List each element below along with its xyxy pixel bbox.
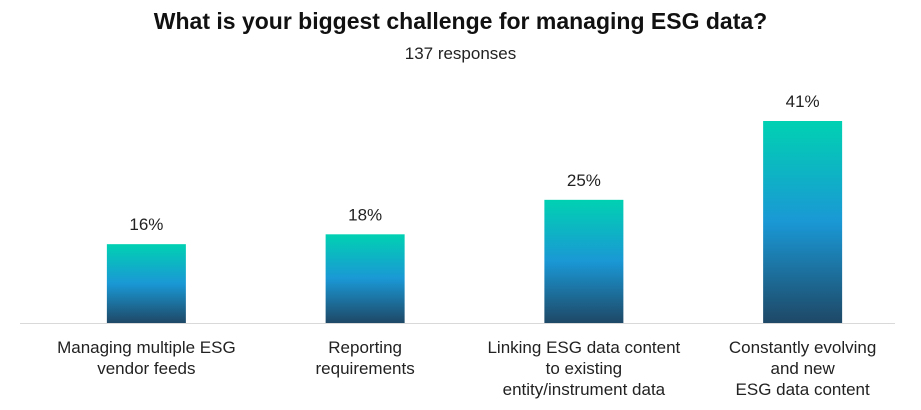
bar-value-label-2: 25%: [567, 171, 601, 190]
bar-value-label-0: 16%: [129, 215, 163, 234]
chart-subtitle: 137 responses: [404, 44, 517, 63]
bar-0: [106, 244, 186, 323]
category-label-3: Constantly evolving and new ESG data conte…: [729, 338, 876, 399]
category-label-0: Managing multiple ESG vendor feeds: [57, 338, 236, 378]
category-label-1: Reporting requirements: [316, 338, 415, 378]
category-label-2: Linking ESG data content to existing entit…: [487, 338, 680, 399]
bar-1: [325, 234, 405, 323]
chart-title: What is your biggest challenge for manag…: [153, 8, 768, 34]
bar-3: [763, 121, 843, 323]
bar-value-label-3: 41%: [786, 92, 820, 111]
bar-value-label-1: 18%: [348, 205, 382, 224]
bar-2: [544, 199, 624, 323]
